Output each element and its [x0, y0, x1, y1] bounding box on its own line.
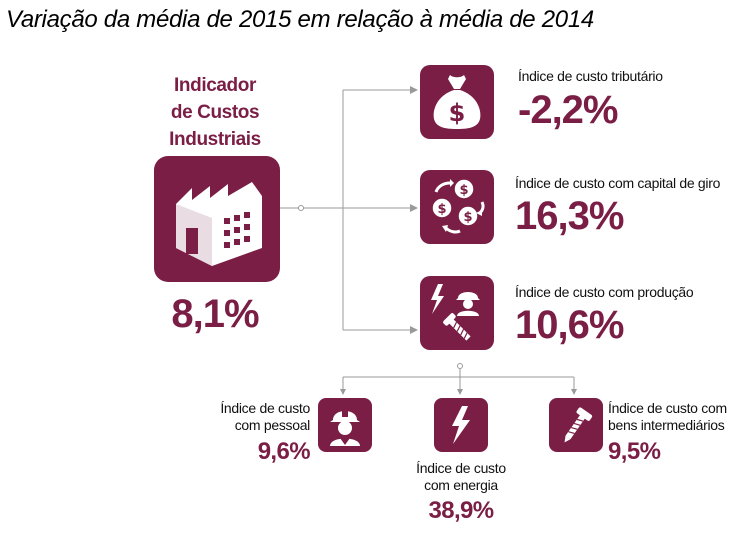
main-indicator-value: 8,1%	[171, 292, 259, 336]
production-cost-value: 10,6%	[515, 303, 624, 347]
energy-cost-value: 38,9%	[428, 497, 494, 524]
main-label-line: Industriais	[169, 129, 261, 150]
energy-cost-tile	[434, 398, 488, 452]
working-capital-cost-tile: $ $ $	[420, 170, 494, 244]
svg-text:$: $	[459, 183, 468, 198]
personnel-label-line: Índice de custo	[220, 400, 310, 416]
intermediate-label-line: Índice de custo com	[608, 400, 727, 416]
production-cost-tile	[420, 276, 494, 350]
working-capital-cost-label: Índice de custo com capital de giro	[515, 175, 721, 191]
tax-cost-label: Índice de custo tributário	[518, 68, 663, 84]
svg-text:$: $	[463, 210, 472, 225]
svg-text:$: $	[437, 202, 446, 217]
tax-cost-value: -2,2%	[518, 88, 618, 132]
intermediate-goods-cost-label: Índice de custo com bens intermediários	[608, 400, 727, 434]
intermediate-goods-cost-tile	[549, 398, 603, 452]
lightning-icon	[452, 406, 470, 444]
factory-icon	[176, 182, 262, 266]
money-bag-icon: $	[433, 75, 481, 129]
intermediate-label-line: bens intermediários	[608, 417, 725, 433]
screw-icon	[564, 407, 593, 443]
working-capital-cost-value: 16,3%	[515, 194, 624, 238]
personnel-cost-value: 9,6%	[257, 438, 311, 465]
main-indicator-label: Indicador de Custos Industriais	[150, 72, 280, 153]
tax-cost-tile: $	[420, 65, 494, 139]
energy-label-line: com energia	[424, 477, 498, 493]
main-indicator-tile	[154, 156, 280, 282]
personnel-cost-tile	[318, 398, 372, 452]
main-label-line: de Custos	[170, 102, 260, 123]
personnel-cost-label: Índice de custo com pessoal	[200, 400, 310, 434]
main-label-line: Indicador	[174, 75, 256, 96]
energy-cost-label: Índice de custo com energia	[400, 460, 522, 494]
page-title: Variação da média de 2015 em relação à m…	[6, 6, 594, 33]
energy-label-line: Índice de custo	[416, 460, 506, 476]
coins-cycle-icon: $ $ $	[431, 178, 485, 234]
intermediate-goods-cost-value: 9,5%	[608, 438, 661, 465]
svg-text:$: $	[449, 99, 466, 127]
production-cost-label: Índice de custo com produção	[515, 284, 694, 300]
worker-icon	[330, 409, 360, 446]
production-icon	[431, 284, 480, 341]
personnel-label-line: com pessoal	[234, 417, 311, 433]
